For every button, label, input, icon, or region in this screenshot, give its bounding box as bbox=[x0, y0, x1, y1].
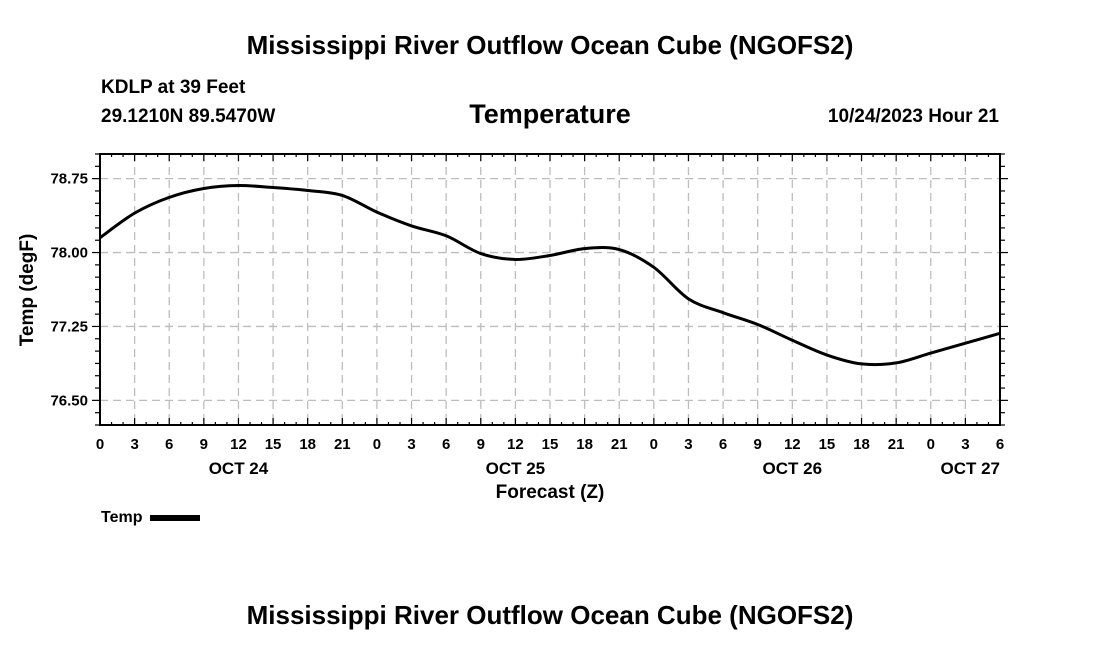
x-tick-label: 21 bbox=[888, 436, 905, 453]
x-tick-label: 12 bbox=[784, 436, 801, 453]
x-tick-label: 18 bbox=[576, 436, 593, 453]
x-tick-label: 6 bbox=[442, 436, 450, 453]
x-tick-label: 0 bbox=[96, 436, 104, 453]
x-tick-label: 15 bbox=[819, 436, 836, 453]
x-tick-label: 18 bbox=[853, 436, 870, 453]
station-coordinates: 29.1210N 89.5470W bbox=[101, 106, 276, 127]
x-day-label: OCT 25 bbox=[486, 459, 546, 478]
legend-swatch-temp bbox=[150, 515, 201, 521]
x-tick-label: 21 bbox=[611, 436, 628, 453]
x-day-label: OCT 26 bbox=[763, 459, 823, 478]
chart-title: Mississippi River Outflow Ocean Cube (NG… bbox=[246, 30, 854, 60]
x-day-label: OCT 24 bbox=[209, 459, 269, 478]
x-tick-label: 18 bbox=[299, 436, 316, 453]
y-tick-label: 78.75 bbox=[50, 171, 88, 188]
x-tick-label: 3 bbox=[684, 436, 692, 453]
x-tick-label: 6 bbox=[719, 436, 727, 453]
x-tick-label: 3 bbox=[961, 436, 969, 453]
x-tick-label: 0 bbox=[650, 436, 658, 453]
x-tick-label: 3 bbox=[407, 436, 415, 453]
x-tick-label: 6 bbox=[165, 436, 173, 453]
y-tick-label: 76.50 bbox=[50, 392, 88, 409]
x-day-label: OCT 27 bbox=[940, 459, 1000, 478]
x-tick-label: 12 bbox=[230, 436, 247, 453]
y-axis-label: Temp (degF) bbox=[17, 233, 38, 347]
x-tick-label: 9 bbox=[754, 436, 762, 453]
footer-title: Mississippi River Outflow Ocean Cube (NG… bbox=[246, 600, 854, 630]
x-tick-label: 21 bbox=[334, 436, 351, 453]
x-tick-label: 15 bbox=[542, 436, 559, 453]
x-tick-label: 15 bbox=[265, 436, 282, 453]
legend: Temp bbox=[101, 509, 201, 527]
y-tick-label: 77.25 bbox=[50, 318, 88, 335]
forecast-timestamp: 10/24/2023 Hour 21 bbox=[827, 106, 999, 127]
series-line-temp bbox=[99, 184, 1001, 367]
variable-title: Temperature bbox=[469, 99, 631, 129]
x-tick-label: 6 bbox=[996, 436, 1004, 453]
legend-label: Temp bbox=[101, 509, 143, 526]
x-axis-label: Forecast (Z) bbox=[495, 482, 605, 503]
x-tick-label: 0 bbox=[927, 436, 935, 453]
x-tick-label: 0 bbox=[373, 436, 381, 453]
station-label: KDLP at 39 Feet bbox=[101, 77, 246, 98]
y-tick-label: 78.00 bbox=[50, 245, 88, 262]
x-tick-label: 9 bbox=[477, 436, 485, 453]
x-tick-label: 12 bbox=[507, 436, 524, 453]
x-tick-label: 3 bbox=[130, 436, 138, 453]
x-tick-label: 9 bbox=[200, 436, 208, 453]
